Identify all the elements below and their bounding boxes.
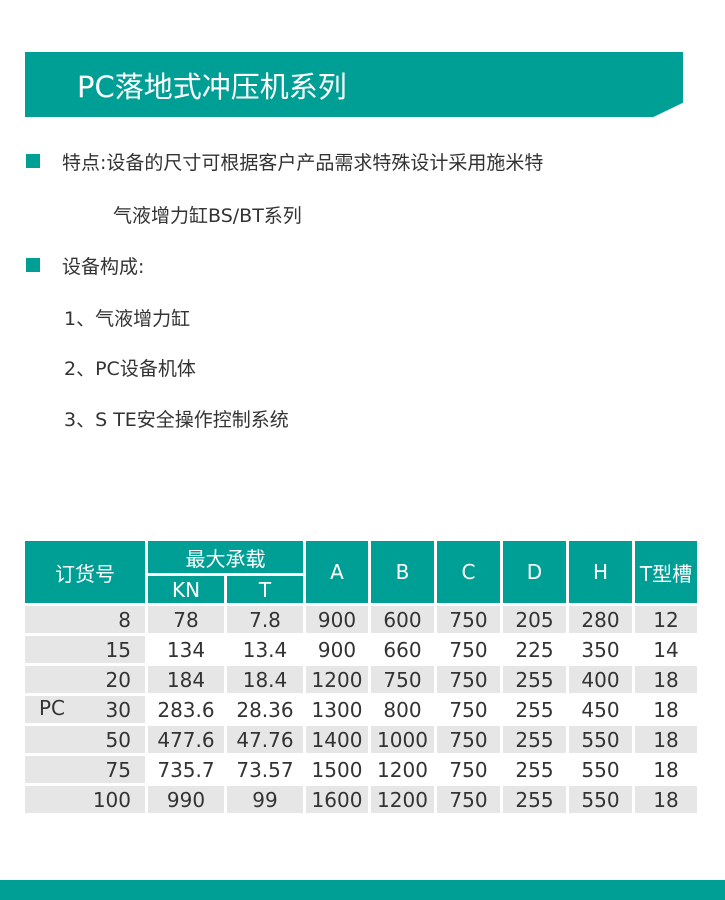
value-cell: 660 xyxy=(383,637,422,662)
header-a: A xyxy=(306,541,368,603)
value-cell: 750 xyxy=(371,666,434,693)
value-cell: 18 xyxy=(635,666,697,693)
header-h: H xyxy=(569,541,632,603)
value-cell: 750 xyxy=(449,757,488,782)
value-cell: 1500 xyxy=(311,757,363,782)
value-cell: 990 xyxy=(148,786,224,813)
header-order-no: 订货号 xyxy=(25,541,145,603)
value-cell: 900 xyxy=(306,606,368,633)
value-cell: 255 xyxy=(503,726,566,753)
value-cell: 283.6 xyxy=(157,697,215,722)
value-cell: 550 xyxy=(569,786,632,813)
value-cell: 750 xyxy=(437,606,500,633)
table-row: 30 PC 283.6 28.36 1300 800 750 255 450 18 xyxy=(25,696,697,723)
order-no-cell: 15 xyxy=(25,636,145,663)
order-no-cell: 20 xyxy=(25,666,145,693)
bullet-square-icon xyxy=(26,258,40,272)
value-cell: 477.6 xyxy=(148,726,224,753)
table-row: 8 78 7.8 900 600 750 205 280 12 xyxy=(25,606,697,633)
header-t: T xyxy=(227,576,303,603)
value-cell: 18 xyxy=(653,697,679,722)
value-cell: 18 xyxy=(635,786,697,813)
value-cell: 1000 xyxy=(371,726,434,753)
value-cell: 225 xyxy=(515,637,554,662)
composition-item: 3、S TE安全操作控制系统 xyxy=(64,409,289,431)
value-cell: 28.36 xyxy=(236,697,294,722)
value-cell: 750 xyxy=(437,726,500,753)
value-cell: 73.57 xyxy=(236,757,294,782)
value-cell: 750 xyxy=(449,697,488,722)
value-cell: 800 xyxy=(383,697,422,722)
order-no-cell: 30 PC xyxy=(25,696,145,723)
value-cell: 12 xyxy=(635,606,697,633)
value-cell: 13.4 xyxy=(242,637,288,662)
value-cell: 550 xyxy=(581,757,620,782)
header-c: C xyxy=(437,541,500,603)
value-cell: 450 xyxy=(581,697,620,722)
table-row: 15 134 13.4 900 660 750 225 350 14 xyxy=(25,636,697,663)
footer-bar xyxy=(0,880,725,900)
value-cell: 184 xyxy=(148,666,224,693)
value-cell: 78 xyxy=(148,606,224,633)
value-cell: 600 xyxy=(371,606,434,633)
value-cell: 750 xyxy=(437,666,500,693)
value-cell: 735.7 xyxy=(157,757,215,782)
value-cell: 400 xyxy=(569,666,632,693)
header-max-load: 最大承载 xyxy=(148,541,303,573)
value-cell: 134 xyxy=(166,637,206,662)
value-cell: 255 xyxy=(515,757,554,782)
composition-item: 2、PC设备机体 xyxy=(64,358,196,380)
value-cell: 18.4 xyxy=(227,666,303,693)
table-row: 100 990 99 1600 1200 750 255 550 18 xyxy=(25,786,697,813)
value-cell: 255 xyxy=(503,786,566,813)
title-banner: PC落地式冲压机系列 xyxy=(25,52,683,117)
spec-table: 订货号 最大承载 A B C D H T型槽 KN T 8 78 7.8 900 600… xyxy=(22,538,700,816)
value-cell: 99 xyxy=(227,786,303,813)
value-cell: 255 xyxy=(503,666,566,693)
value-cell: 350 xyxy=(581,637,620,662)
value-cell: 7.8 xyxy=(227,606,303,633)
value-cell: 1200 xyxy=(306,666,368,693)
order-no-cell: 75 xyxy=(25,756,145,783)
value-cell: 255 xyxy=(515,697,554,722)
order-no-cell: 8 xyxy=(25,606,145,633)
value-cell: 1200 xyxy=(371,786,434,813)
value-cell: 280 xyxy=(569,606,632,633)
order-no-cell: 100 xyxy=(25,786,145,813)
value-cell: 14 xyxy=(653,637,679,662)
header-t-slot: T型槽 xyxy=(635,541,697,603)
value-cell: 1200 xyxy=(377,757,428,782)
value-cell: 1300 xyxy=(311,697,363,722)
value-cell: 205 xyxy=(503,606,566,633)
series-label: PC xyxy=(39,696,66,720)
value-cell: 47.76 xyxy=(227,726,303,753)
bullet-square-icon xyxy=(26,154,40,168)
value-cell: 18 xyxy=(635,726,697,753)
composition-item: 1、气液增力缸 xyxy=(64,308,191,330)
value-cell: 750 xyxy=(449,637,488,662)
features-text: 特点:设备的尺寸可根据客户产品需求特殊设计采用施米特 xyxy=(62,152,544,174)
header-d: D xyxy=(503,541,566,603)
table-row: 20 184 18.4 1200 750 750 255 400 18 xyxy=(25,666,697,693)
features-text-cont: 气液增力缸BS/BT系列 xyxy=(113,205,302,227)
table-row: 50 477.6 47.76 1400 1000 750 255 550 18 xyxy=(25,726,697,753)
order-no-cell: 50 xyxy=(25,726,145,753)
header-b: B xyxy=(371,541,434,603)
composition-label: 设备构成: xyxy=(62,256,145,278)
page-title: PC落地式冲压机系列 xyxy=(77,70,347,104)
value-cell: 750 xyxy=(437,786,500,813)
value-cell: 1400 xyxy=(306,726,368,753)
header-kn: KN xyxy=(148,576,224,603)
value-cell: 18 xyxy=(653,757,679,782)
table-row: 75 735.7 73.57 1500 1200 750 255 550 18 xyxy=(25,756,697,783)
value-cell: 1600 xyxy=(306,786,368,813)
value-cell: 900 xyxy=(317,637,357,662)
value-cell: 550 xyxy=(569,726,632,753)
